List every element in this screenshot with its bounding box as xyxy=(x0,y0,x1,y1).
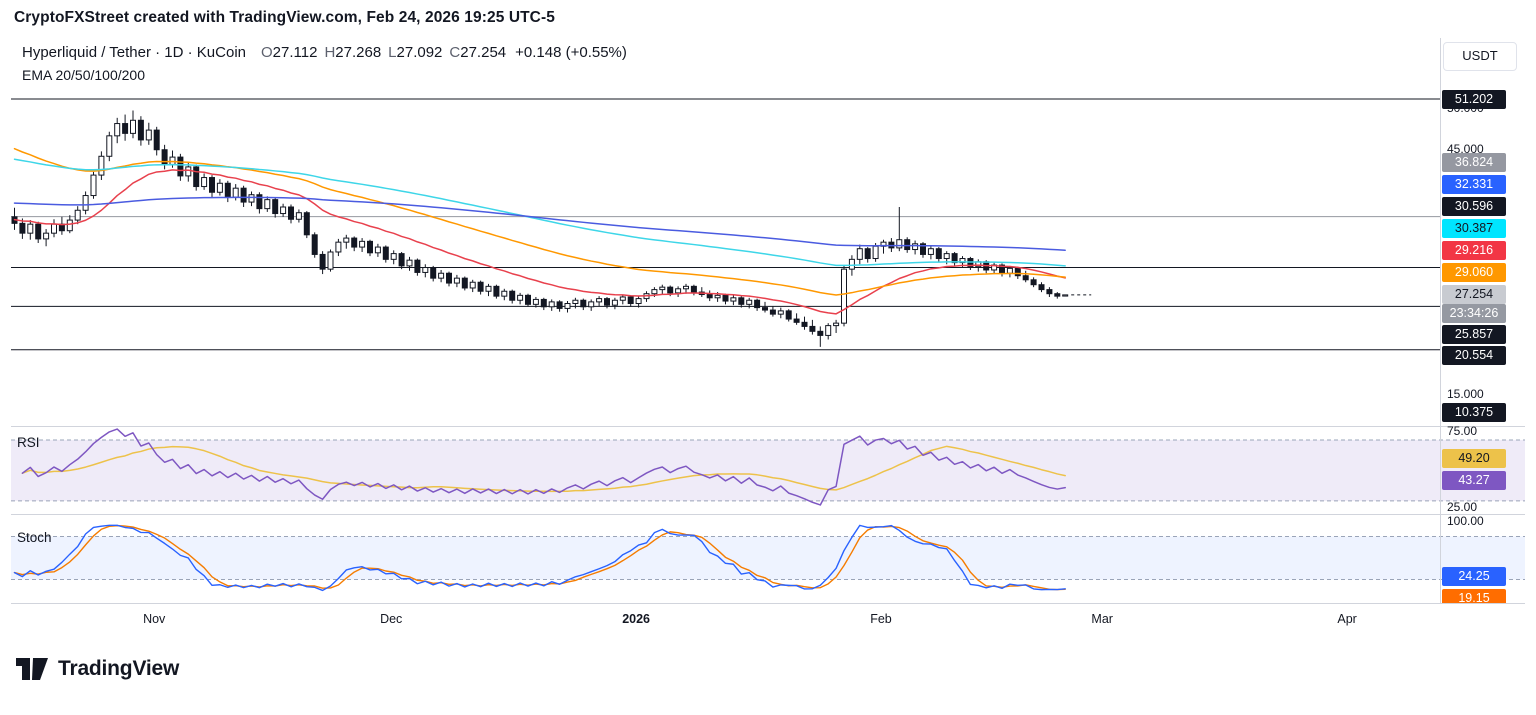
last-price-label: 27.254 xyxy=(1442,285,1506,305)
candles xyxy=(11,110,1069,347)
chart-attribution: CryptoFXStreet created with TradingView.… xyxy=(14,9,555,26)
time-axis-label: Nov xyxy=(143,612,166,626)
time-axis-label: Feb xyxy=(870,612,892,626)
ema-legend[interactable]: EMA 20/50/100/200 xyxy=(22,67,145,83)
pane-separators xyxy=(11,38,1525,604)
price-badge: 30.596 xyxy=(1442,197,1506,217)
tradingview-logo-icon[interactable] xyxy=(14,655,50,683)
stoch-pane-label[interactable]: Stoch xyxy=(17,530,52,545)
time-axis-label: Apr xyxy=(1337,612,1357,626)
price-badge: 25.857 xyxy=(1442,325,1506,345)
axis-tick: 75.00 xyxy=(1447,424,1478,439)
price-badge: 29.060 xyxy=(1442,263,1506,283)
rsi-value-badge: 43.27 xyxy=(1442,471,1506,491)
price-badge: 30.387 xyxy=(1442,219,1506,239)
price-badge: 20.554 xyxy=(1442,346,1506,366)
rsi-pane-label[interactable]: RSI xyxy=(17,435,40,450)
chart-legend: Hyperliquid / Tether · 1D · KuCoin O27.11… xyxy=(22,44,627,88)
low-value: 27.092 xyxy=(396,44,443,61)
rsi-pane xyxy=(21,428,1066,506)
time-axis-label: 2026 xyxy=(622,612,650,626)
price-line-badge: 27.254 23:34:26 xyxy=(1442,285,1506,324)
time-axis-label: Mar xyxy=(1091,612,1113,626)
stoch-pane xyxy=(13,524,1066,592)
rsi-ma-badge: 49.20 xyxy=(1442,449,1506,469)
rsi-line xyxy=(21,428,1066,506)
ema-20-line xyxy=(13,169,1066,315)
tradingview-logo-text[interactable]: TradingView xyxy=(58,657,180,680)
close-label: C xyxy=(449,44,461,61)
stoch-d-badge: 19.15 xyxy=(1442,588,1506,603)
indicator-bands xyxy=(11,439,1525,580)
ema-lines xyxy=(13,147,1066,315)
symbol-title[interactable]: Hyperliquid / Tether · 1D · KuCoin xyxy=(22,44,246,61)
axis-tick: 25.00 xyxy=(1447,500,1478,515)
tradingview-footer: TradingView xyxy=(14,655,179,683)
ema-50-line xyxy=(13,147,1066,296)
time-axis-label: Dec xyxy=(380,612,403,626)
time-axis[interactable]: Nov Dec 2026 Feb Mar Apr xyxy=(0,603,1536,637)
change-value: +0.148 (+0.55%) xyxy=(515,44,627,61)
price-badge: 29.216 xyxy=(1442,241,1506,261)
chart-canvas[interactable] xyxy=(0,0,1536,642)
rsi-ma-line xyxy=(21,445,1066,493)
price-badge: 36.824 xyxy=(1442,153,1506,173)
indicator-legend-row: EMA 20/50/100/200 xyxy=(22,67,627,88)
price-pane xyxy=(11,98,1440,351)
ema-100-line xyxy=(13,158,1066,267)
axis-tick: 45.000 xyxy=(1447,141,1484,156)
axis-tick: 100.00 xyxy=(1447,514,1484,529)
stoch-k-line xyxy=(13,524,1066,592)
symbol-legend-row: Hyperliquid / Tether · 1D · KuCoin O27.11… xyxy=(22,44,627,65)
price-badge: 32.331 xyxy=(1442,175,1506,195)
price-axis[interactable]: USDT 50.00045.00015.00075.0025.00100.005… xyxy=(1441,0,1536,603)
stoch-k-badge: 24.25 xyxy=(1442,566,1506,586)
bar-countdown-label: 23:34:26 xyxy=(1442,304,1506,324)
open-label: O xyxy=(261,44,273,61)
price-badge: 51.202 xyxy=(1442,89,1506,109)
axis-tick: 15.000 xyxy=(1447,387,1484,402)
high-label: H xyxy=(324,44,336,61)
ema-200-line xyxy=(13,196,1066,251)
low-label: L xyxy=(388,44,397,61)
open-value: 27.112 xyxy=(272,44,318,61)
currency-button[interactable]: USDT xyxy=(1443,42,1517,71)
price-badge: 10.375 xyxy=(1442,402,1506,422)
high-value: 27.268 xyxy=(335,44,382,61)
close-value: 27.254 xyxy=(460,44,507,61)
